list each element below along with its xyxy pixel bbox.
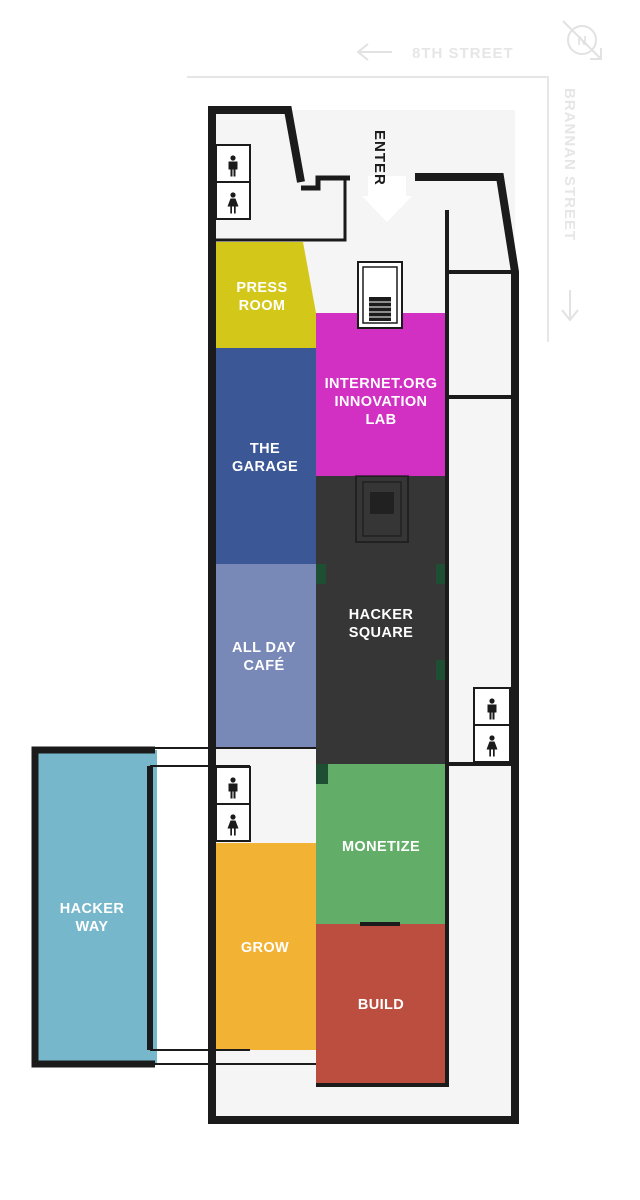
restroom-east bbox=[473, 687, 511, 763]
street-label-brannan-group: BRANNAN STREET bbox=[561, 88, 578, 241]
room-press-room[interactable] bbox=[215, 242, 316, 348]
room-label-line: MONETIZE bbox=[342, 839, 420, 855]
room-label-line: CAFÉ bbox=[243, 657, 284, 674]
room-label-line: ALL DAY bbox=[232, 640, 296, 656]
entrance-arrow-icon bbox=[362, 196, 412, 222]
room-monetize[interactable] bbox=[316, 764, 447, 924]
entrance-group: ENTER bbox=[362, 130, 412, 222]
room-label-line: GROW bbox=[241, 940, 289, 956]
label-all-day-cafe: ALL DAY CAFÉ bbox=[232, 640, 296, 674]
room-grow[interactable] bbox=[215, 843, 316, 1050]
label-monetize: MONETIZE bbox=[342, 839, 420, 855]
room-label-line: SQUARE bbox=[349, 625, 413, 641]
label-grow: GROW bbox=[241, 940, 289, 956]
room-label-line: GARAGE bbox=[232, 459, 298, 475]
room-the-garage[interactable] bbox=[215, 348, 316, 564]
label-the-garage: THE GARAGE bbox=[232, 441, 298, 475]
label-hacker-square: HACKER SQUARE bbox=[349, 607, 414, 641]
enter-label: ENTER bbox=[371, 130, 388, 186]
room-label-line: INNOVATION bbox=[335, 394, 428, 410]
stairs-icon bbox=[357, 261, 403, 329]
street-label-brannan: BRANNAN STREET bbox=[561, 88, 578, 241]
room-innovation-lab[interactable] bbox=[316, 313, 447, 476]
room-label-line: ROOM bbox=[239, 298, 286, 314]
restroom-nw bbox=[215, 144, 251, 220]
rooms bbox=[35, 242, 447, 1084]
corridor-connectors bbox=[150, 747, 316, 1065]
arrow-down-icon bbox=[561, 290, 579, 322]
room-label-line: PRESS bbox=[236, 280, 287, 296]
compass-icon: N bbox=[562, 20, 602, 60]
arrow-left-icon bbox=[356, 43, 392, 61]
room-hacker-way[interactable] bbox=[35, 750, 157, 1064]
compass-letter: N bbox=[577, 33, 586, 48]
room-label-line: BUILD bbox=[358, 997, 404, 1013]
room-label-line: HACKER bbox=[60, 901, 125, 917]
label-build: BUILD bbox=[358, 997, 404, 1013]
room-label-line: THE bbox=[250, 441, 280, 457]
room-label-line: WAY bbox=[76, 919, 109, 935]
room-label-line: HACKER bbox=[349, 607, 414, 623]
stairs-icon-hacker-square bbox=[355, 475, 409, 543]
label-hacker-way: HACKER WAY bbox=[60, 901, 125, 935]
room-label-line: LAB bbox=[365, 412, 396, 428]
walls bbox=[31, 106, 519, 1124]
hacker-square-doors bbox=[316, 564, 446, 784]
room-all-day-cafe[interactable] bbox=[215, 564, 316, 749]
room-hacker-square[interactable] bbox=[316, 476, 447, 764]
street-lines bbox=[187, 76, 549, 342]
street-label-8th: 8TH STREET bbox=[412, 45, 514, 62]
restroom-west bbox=[215, 766, 251, 842]
room-build[interactable] bbox=[316, 924, 447, 1084]
label-press-room: PRESS ROOM bbox=[236, 280, 287, 314]
label-innovation-lab: INTERNET.ORG INNOVATION LAB bbox=[325, 376, 438, 428]
room-labels: PRESS ROOM THE GARAGE INTERNET.ORG INNOVATI… bbox=[60, 280, 438, 1013]
room-label-line: INTERNET.ORG bbox=[325, 376, 438, 392]
